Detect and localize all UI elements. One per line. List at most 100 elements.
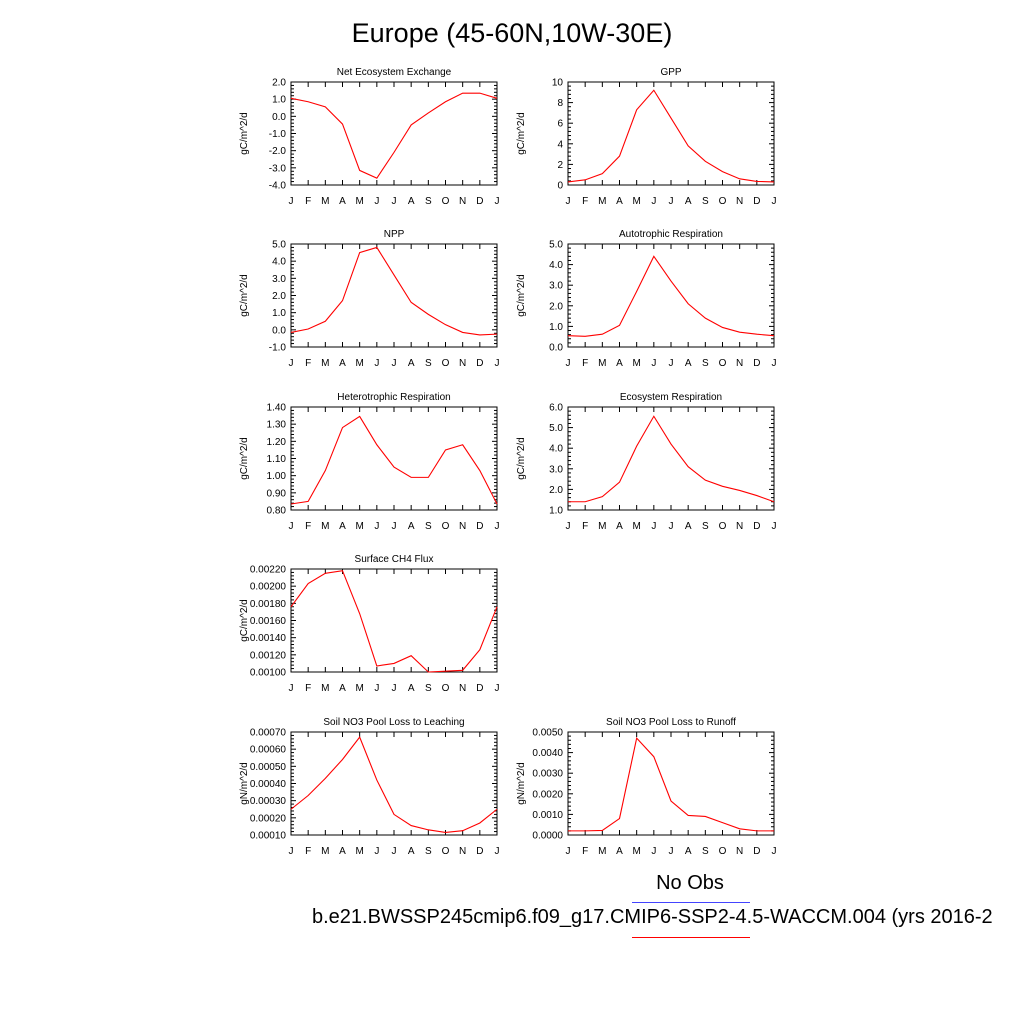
y-tick-label: 0.0030 (532, 769, 563, 780)
x-tick-label: J (651, 846, 656, 857)
x-tick-label: D (476, 683, 483, 694)
y-tick-label: 0.0040 (532, 748, 563, 759)
y-axis-label: gC/m^2/d (516, 274, 527, 317)
x-tick-label: J (495, 683, 500, 694)
x-tick-label: N (459, 521, 466, 532)
y-tick-label: 0.00220 (250, 565, 287, 576)
x-tick-label: J (374, 846, 379, 857)
x-tick-label: M (632, 358, 640, 369)
x-tick-label: D (476, 846, 483, 857)
y-tick-label: 4.0 (272, 257, 286, 268)
panel-title: Soil NO3 Pool Loss to Leaching (323, 717, 464, 728)
x-tick-label: J (772, 196, 777, 207)
panel-title: Net Ecosystem Exchange (337, 67, 452, 78)
y-axis-label: gN/m^2/d (516, 762, 527, 805)
x-tick-label: J (772, 358, 777, 369)
x-tick-label: J (289, 683, 294, 694)
y-tick-label: 0.0000 (532, 831, 563, 842)
legend-obs-line (632, 902, 750, 903)
x-tick-label: S (425, 196, 432, 207)
x-tick-label: M (355, 683, 363, 694)
x-tick-label: S (425, 846, 432, 857)
series-line (568, 737, 774, 832)
x-tick-label: F (305, 521, 311, 532)
x-tick-label: J (374, 358, 379, 369)
x-tick-label: J (374, 683, 379, 694)
y-tick-label: 4.0 (549, 260, 563, 271)
x-tick-label: A (339, 683, 346, 694)
x-tick-label: A (408, 358, 415, 369)
x-tick-label: M (632, 521, 640, 532)
x-tick-label: S (425, 683, 432, 694)
x-tick-label: J (651, 358, 656, 369)
x-tick-label: M (321, 196, 329, 207)
panel-4: Autotrophic Respiration gC/m^2/d 5.0 4.0 3.0… (516, 229, 777, 369)
x-tick-label: M (321, 846, 329, 857)
x-tick-label: J (669, 846, 674, 857)
x-tick-label: N (736, 521, 743, 532)
y-tick-label: 0.00160 (250, 616, 287, 627)
plot-frame (290, 406, 498, 511)
series-line (290, 736, 498, 833)
x-tick-label: D (476, 358, 483, 369)
y-tick-label: 1.0 (272, 308, 286, 319)
y-tick-label: 0.00200 (250, 582, 287, 593)
x-tick-label: M (632, 196, 640, 207)
plot-frame (567, 243, 775, 348)
y-tick-label: 2.0 (272, 78, 286, 89)
y-tick-label: 0.0 (272, 325, 286, 336)
x-tick-label: S (702, 358, 709, 369)
plot-frame (290, 568, 498, 673)
y-tick-label: 2 (557, 160, 563, 171)
x-tick-label: D (476, 521, 483, 532)
series-line (290, 570, 498, 673)
y-tick-label: 4.0 (549, 444, 563, 455)
plot-frame (567, 81, 775, 186)
x-tick-label: M (355, 846, 363, 857)
x-tick-label: J (772, 846, 777, 857)
y-tick-label: 5.0 (549, 240, 563, 251)
x-tick-label: A (339, 358, 346, 369)
y-tick-label: 0.90 (267, 488, 287, 499)
y-tick-label: 0 (557, 181, 563, 192)
plot-frame (290, 243, 498, 348)
y-tick-label: 0.00060 (250, 745, 287, 756)
x-tick-label: J (669, 196, 674, 207)
y-axis-label: gC/m^2/d (239, 274, 250, 317)
x-tick-label: M (321, 521, 329, 532)
y-tick-label: 1.0 (272, 95, 286, 106)
panel-title: Autotrophic Respiration (619, 229, 723, 240)
x-tick-label: O (442, 196, 450, 207)
y-tick-label: 1.20 (267, 437, 287, 448)
x-tick-label: M (598, 846, 606, 857)
y-axis-label: gC/m^2/d (516, 437, 527, 480)
panel-1: Net Ecosystem Exchange gC/m^2/d 2.0 1.0 0.0 -… (239, 67, 500, 207)
x-tick-label: J (495, 521, 500, 532)
panel-title: Heterotrophic Respiration (337, 392, 450, 403)
legend-case-line (632, 937, 750, 938)
x-tick-label: J (495, 196, 500, 207)
x-tick-label: A (685, 521, 692, 532)
y-axis-label: gC/m^2/d (239, 112, 250, 155)
y-tick-label: 3.0 (272, 274, 286, 285)
x-tick-label: A (408, 521, 415, 532)
plot-frame (290, 81, 498, 186)
x-tick-label: M (632, 846, 640, 857)
x-tick-label: M (598, 358, 606, 369)
y-tick-label: 5.0 (549, 423, 563, 434)
y-tick-label: 0.0020 (532, 789, 563, 800)
x-tick-label: J (392, 196, 397, 207)
x-tick-label: J (289, 196, 294, 207)
x-tick-label: J (289, 521, 294, 532)
x-tick-label: F (305, 846, 311, 857)
y-tick-label: 10 (552, 78, 564, 89)
x-tick-label: J (651, 521, 656, 532)
y-tick-label: 0.00020 (250, 813, 287, 824)
y-tick-label: 0.0 (549, 343, 563, 354)
series-line (290, 92, 498, 179)
y-tick-label: 6 (557, 119, 563, 130)
x-tick-label: M (321, 358, 329, 369)
y-tick-label: -2.0 (269, 146, 287, 157)
panel-5: Heterotrophic Respiration gC/m^2/d 1.40 1.3… (239, 392, 500, 532)
